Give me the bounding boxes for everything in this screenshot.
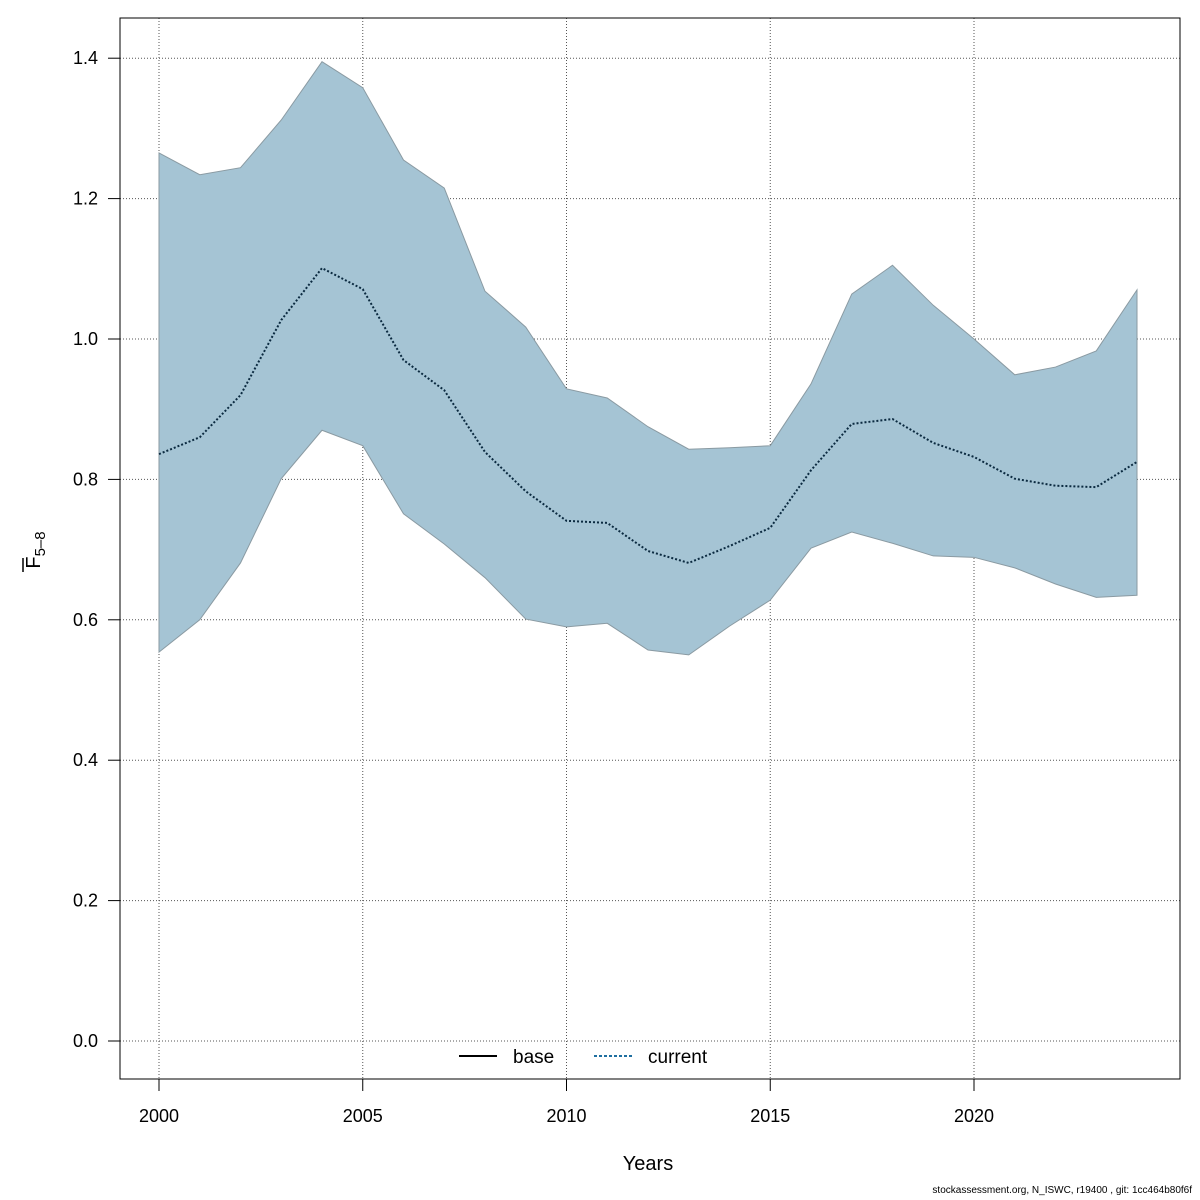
- svg-text:F5–8: F5–8: [23, 531, 49, 568]
- x-axis: 2000 2005 2010 2015 2020: [139, 1079, 994, 1126]
- y-tick-label: 0.0: [73, 1031, 98, 1051]
- y-axis-label-subscript: 5–8: [32, 531, 49, 556]
- y-axis-label: F5–8: [22, 531, 49, 572]
- legend-base-label: base: [513, 1047, 554, 1068]
- y-axis-label-main: F: [23, 556, 45, 568]
- x-tick-label: 2005: [343, 1106, 383, 1126]
- footer-credit: stockassessment.org, N_ISWC, r19400 , gi…: [932, 1185, 1192, 1196]
- y-tick-label: 0.8: [73, 469, 98, 489]
- y-tick-label: 1.2: [73, 189, 98, 209]
- legend-current-label: current: [648, 1047, 708, 1068]
- x-tick-label: 2020: [954, 1106, 994, 1126]
- x-tick-label: 2010: [546, 1106, 586, 1126]
- plot-frame: [119, 17, 1181, 1080]
- x-axis-label: Years: [623, 1153, 673, 1175]
- y-tick-label: 1.4: [73, 48, 98, 68]
- y-tick-label: 0.4: [73, 750, 98, 770]
- confidence-band: [158, 61, 1138, 656]
- y-tick-label: 0.6: [73, 610, 98, 630]
- y-tick-label: 1.0: [73, 329, 98, 349]
- x-tick-label: 2000: [139, 1106, 179, 1126]
- x-tick-label: 2015: [750, 1106, 790, 1126]
- legend: base current: [459, 1047, 708, 1068]
- y-tick-label: 0.2: [73, 891, 98, 911]
- y-axis: 0.0 0.2 0.4 0.6 0.8 1.0 1.2 1.4: [73, 48, 120, 1051]
